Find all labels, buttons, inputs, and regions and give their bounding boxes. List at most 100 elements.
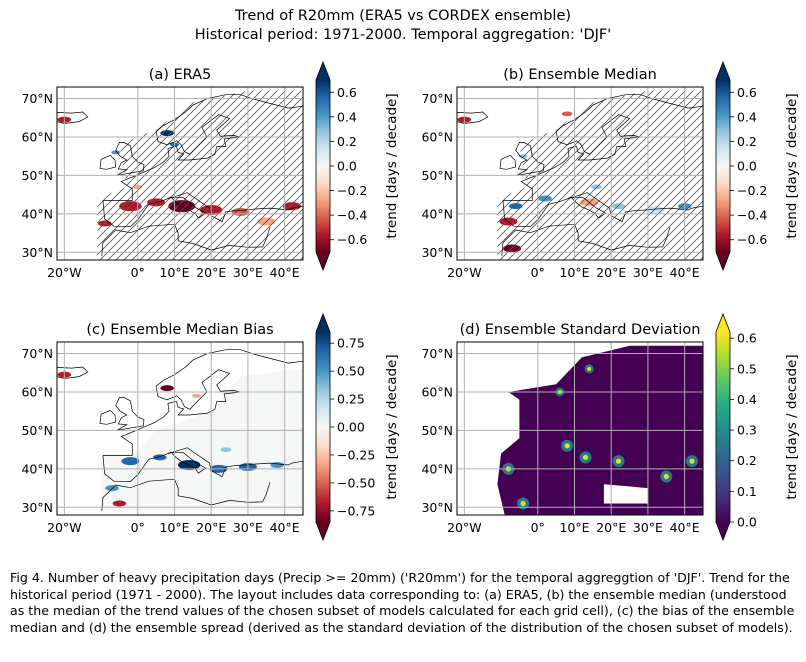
colorbar: 0.6 0.4 0.2 0.0 −0.2 −0.4 −0.6 trend [days / de… xyxy=(715,60,800,272)
lon-tick-label: 20°E xyxy=(196,265,226,280)
lon-tick-label: 10°E xyxy=(159,520,189,535)
lon-tick-label: 0° xyxy=(131,520,145,535)
lon-tick-label: 40°E xyxy=(270,520,300,535)
map-panel-b: (b) Ensemble Median 20°W 0° 10°E 20°E 30°E 40°… xyxy=(421,60,800,280)
figure-title: Trend of R20mm (ERA5 vs CORDEX ensemble) xyxy=(234,8,572,24)
map-frame xyxy=(456,341,704,516)
coastline xyxy=(115,142,145,176)
lon-tick-label: 30°E xyxy=(633,520,663,535)
lon-tick-label: 20°W xyxy=(47,265,82,280)
lat-tick-label: 50°N xyxy=(421,168,453,183)
panel-title: (c) Ensemble Median Bias xyxy=(86,322,273,338)
colorbar-tick-label: −0.6 xyxy=(737,232,767,247)
coastline xyxy=(57,366,89,379)
map-frame xyxy=(456,86,704,261)
panel-title: (d) Ensemble Standard Deviation xyxy=(460,322,701,338)
lon-tick-label: 0° xyxy=(531,265,545,280)
no-data-area xyxy=(457,342,494,408)
colorbar-tick-label: 0.25 xyxy=(337,392,365,407)
coastline xyxy=(115,397,145,431)
lat-tick-label: 50°N xyxy=(421,423,453,438)
colorbar-tick-label: 0.1 xyxy=(737,484,757,499)
coastline xyxy=(102,447,303,482)
sd-peak xyxy=(663,473,669,480)
colorbar-tick-label: −0.4 xyxy=(337,208,367,223)
colorbar-gradient xyxy=(316,332,330,522)
lat-tick-label: 60°N xyxy=(21,129,53,144)
coastline xyxy=(99,409,117,425)
lon-tick-label: 10°E xyxy=(159,265,189,280)
data-cell xyxy=(112,500,127,507)
colorbar-extend-bottom xyxy=(316,252,330,270)
lon-tick-label: 10°E xyxy=(559,265,589,280)
colorbar-extend-bottom xyxy=(716,252,730,270)
lon-tick-label: 30°E xyxy=(233,265,263,280)
lat-tick-label: 70°N xyxy=(21,346,53,361)
lon-tick-label: 20°W xyxy=(447,265,482,280)
lat-tick-label: 40°N xyxy=(21,461,53,476)
coastline xyxy=(499,154,517,170)
data-cell xyxy=(121,457,140,466)
colorbar: 0.6 0.4 0.2 0.0 −0.2 −0.4 −0.6 trend [days / de… xyxy=(315,60,400,272)
coastline xyxy=(515,142,545,176)
colorbar-gradient xyxy=(316,80,330,252)
colorbar-extend-top xyxy=(716,314,730,332)
sd-peak xyxy=(615,458,622,464)
colorbar-tick-label: −0.6 xyxy=(337,232,367,247)
colorbar-tick-label: 0.6 xyxy=(737,331,757,346)
no-data-area xyxy=(457,442,490,515)
figure-subtitle: Historical period: 1971-2000. Temporal a… xyxy=(194,27,612,43)
colorbar-tick-label: 0.6 xyxy=(337,85,357,100)
colorbar-tick-label: 0.4 xyxy=(337,109,357,124)
colorbar-tick-label: 0.4 xyxy=(737,109,757,124)
lon-tick-label: 20°E xyxy=(596,520,626,535)
lat-tick-label: 40°N xyxy=(421,206,453,221)
map-panel-c: (c) Ensemble Median Bias 20°W 0° 10°E 20°E 30… xyxy=(21,312,400,542)
coastline xyxy=(502,192,703,227)
lat-tick-label: 60°N xyxy=(21,384,53,399)
colorbar-tick-label: 0.4 xyxy=(737,392,757,407)
colorbar-outline xyxy=(315,312,331,542)
colorbar-label: trend [days / decade] xyxy=(384,93,400,238)
colorbar-tick-label: −0.2 xyxy=(737,183,767,198)
map-panel-d: (d) Ensemble Standard Deviation 20°W 0° 10°… xyxy=(421,312,800,542)
lat-tick-label: 30°N xyxy=(21,245,53,260)
colorbar-tick-label: 0.50 xyxy=(337,364,365,379)
sd-peak xyxy=(587,366,592,371)
lat-tick-label: 70°N xyxy=(21,91,53,106)
lon-tick-label: 20°W xyxy=(47,520,82,535)
lat-tick-label: 60°N xyxy=(421,384,453,399)
lon-tick-label: 40°E xyxy=(670,520,700,535)
lat-tick-label: 40°N xyxy=(421,461,453,476)
colorbar-tick-label: 0.2 xyxy=(737,453,757,468)
lat-tick-label: 60°N xyxy=(421,129,453,144)
colorbar-tick-label: 0.5 xyxy=(737,361,757,376)
colorbar-extend-bottom xyxy=(316,522,330,540)
data-cell xyxy=(270,462,285,469)
colorbar-extend-top xyxy=(316,314,330,332)
lon-tick-label: 10°E xyxy=(559,520,589,535)
lon-tick-label: 0° xyxy=(131,265,145,280)
map-frame xyxy=(56,86,304,261)
colorbar-outline xyxy=(715,60,731,272)
panel-title: (a) ERA5 xyxy=(149,67,212,83)
colorbar-tick-label: 0.2 xyxy=(337,134,357,149)
colorbar-tick-label: 0.2 xyxy=(737,134,757,149)
colorbar-extend-top xyxy=(716,62,730,80)
colorbar-label: trend [days / decade] xyxy=(784,354,800,499)
coastline xyxy=(102,349,303,456)
lat-tick-label: 50°N xyxy=(21,168,53,183)
colorbar-tick-label: 0.0 xyxy=(337,159,357,174)
colorbar-label: trend [days / decade] xyxy=(784,93,800,238)
coastline xyxy=(102,94,303,201)
data-cell xyxy=(192,393,202,398)
colorbar-gradient xyxy=(716,332,730,522)
lon-tick-label: 20°E xyxy=(196,520,226,535)
data-cell xyxy=(160,385,174,392)
lon-tick-label: 40°E xyxy=(270,265,300,280)
coastline xyxy=(101,478,271,512)
colorbar-gradient xyxy=(716,80,730,252)
coastline xyxy=(102,192,303,227)
colorbar-tick-label: 0.00 xyxy=(337,420,365,435)
no-data-area xyxy=(603,484,648,504)
